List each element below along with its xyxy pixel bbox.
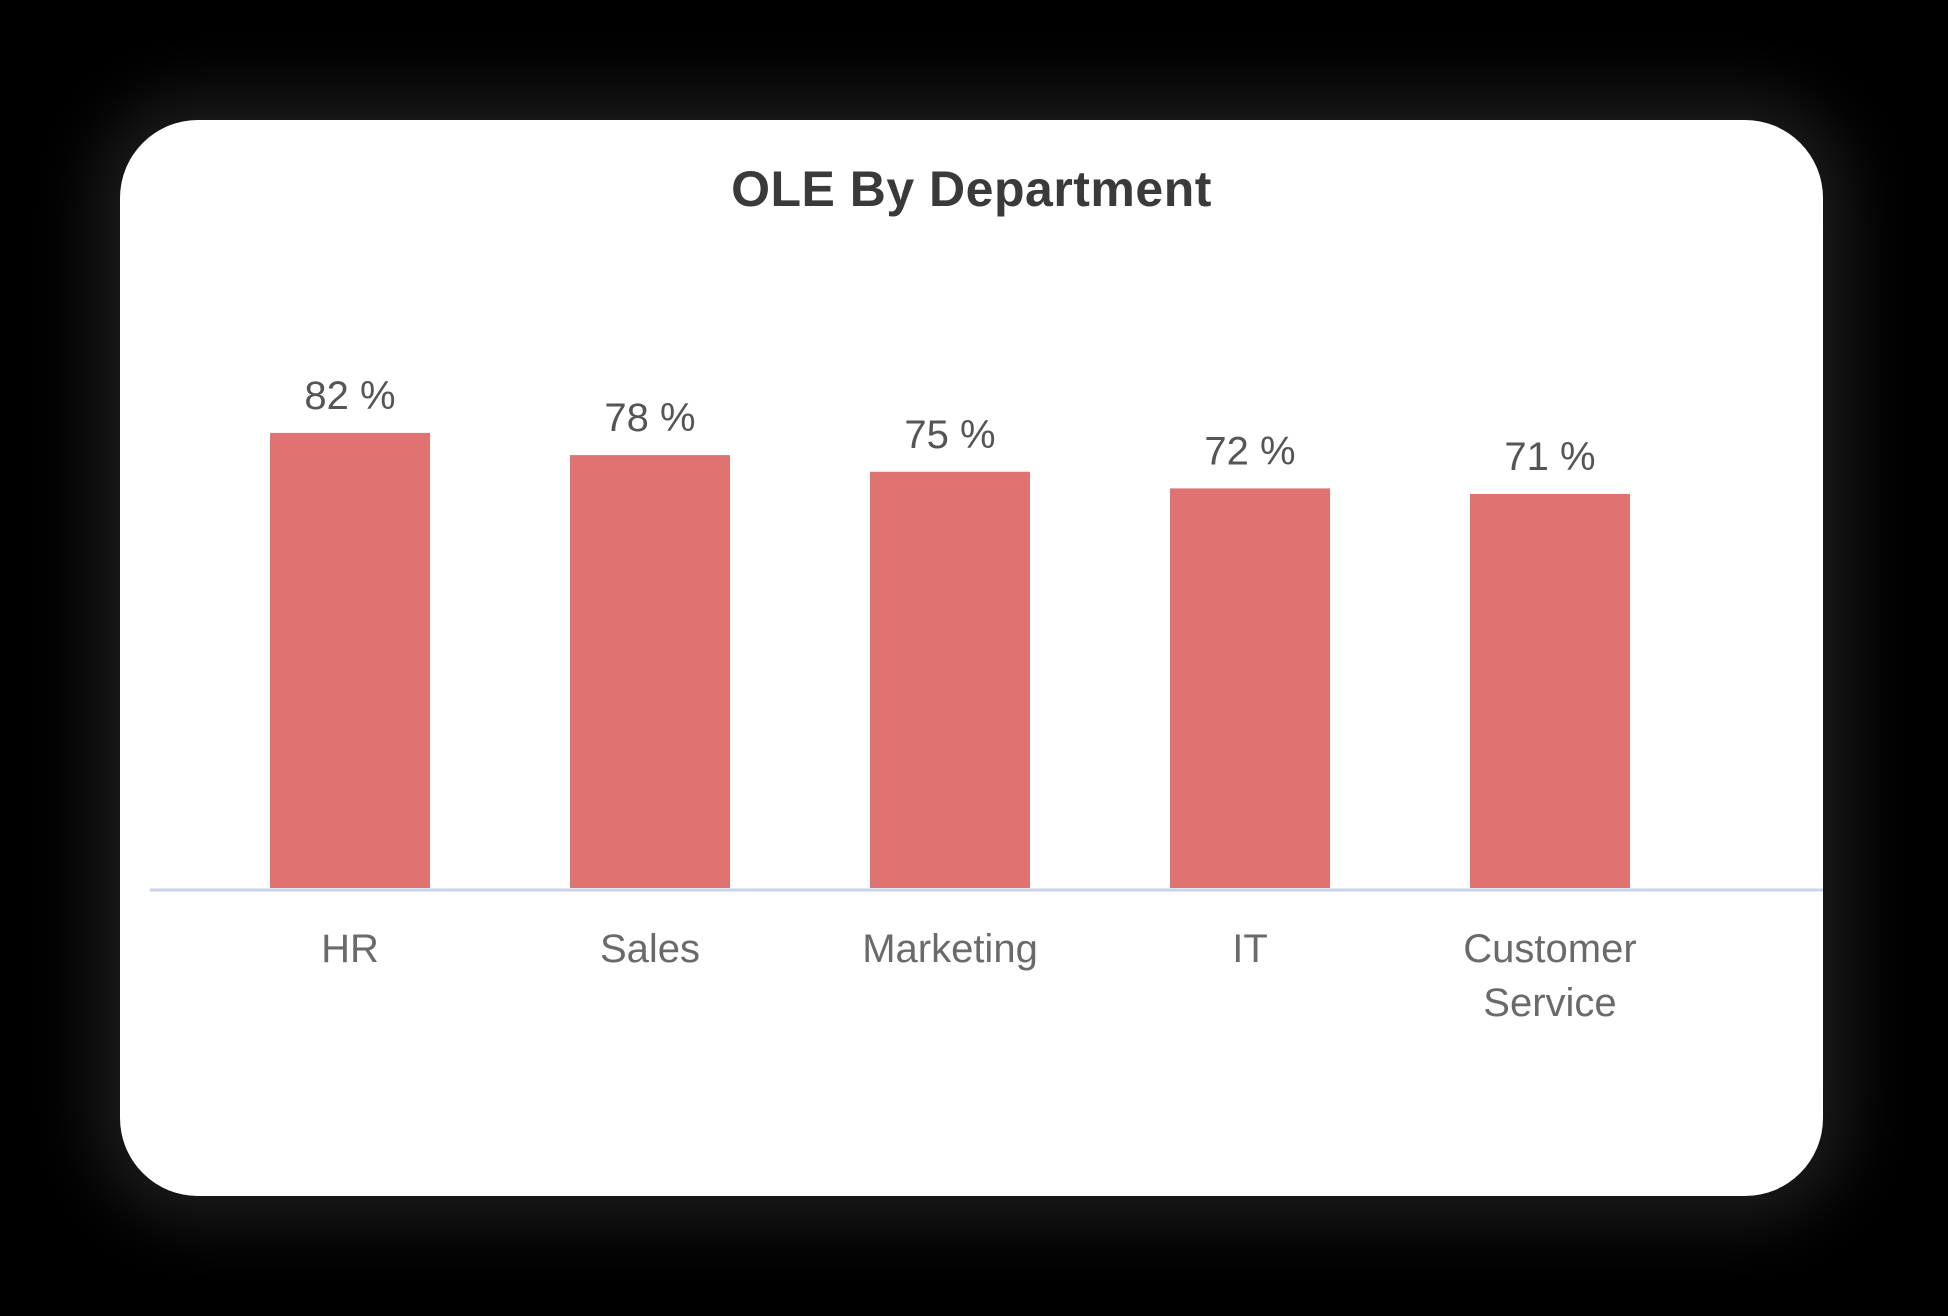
- category-label: Marketing: [862, 927, 1038, 971]
- category-label-line: HR: [321, 927, 379, 971]
- data-label: 75 %: [904, 413, 995, 457]
- bar-customer-service: [1470, 493, 1630, 888]
- bar-chart: 82 % HR 78 % Sales 75 % Marketing 72 % IT 71 % Cu…: [150, 374, 1823, 1025]
- category-label: IT: [1232, 927, 1268, 971]
- category-label: HR: [321, 927, 379, 971]
- category-label: Sales: [600, 927, 700, 971]
- category-label-line: Marketing: [862, 927, 1038, 971]
- data-label: 72 %: [1204, 429, 1295, 473]
- data-label: 78 %: [604, 396, 695, 440]
- category-label-line: Customer: [1463, 927, 1636, 971]
- bar-it: [1170, 488, 1330, 888]
- category-label-line: Service: [1483, 981, 1616, 1025]
- data-label: 82 %: [304, 374, 395, 418]
- category-label: Customer Service: [1463, 927, 1636, 1025]
- bar-marketing: [870, 471, 1030, 888]
- chart-card: OLE By Department 82 % HR 78 % Sales 75 % Mar…: [120, 120, 1823, 1196]
- chart-title: OLE By Department: [731, 161, 1212, 217]
- bar-hr: [270, 432, 430, 888]
- category-label-line: IT: [1232, 927, 1268, 971]
- bars-group: 82 % HR 78 % Sales 75 % Marketing 72 % IT 71 % Cu…: [270, 374, 1637, 1025]
- bar-sales: [570, 455, 730, 888]
- category-label-line: Sales: [600, 927, 700, 971]
- data-label: 71 %: [1504, 435, 1595, 479]
